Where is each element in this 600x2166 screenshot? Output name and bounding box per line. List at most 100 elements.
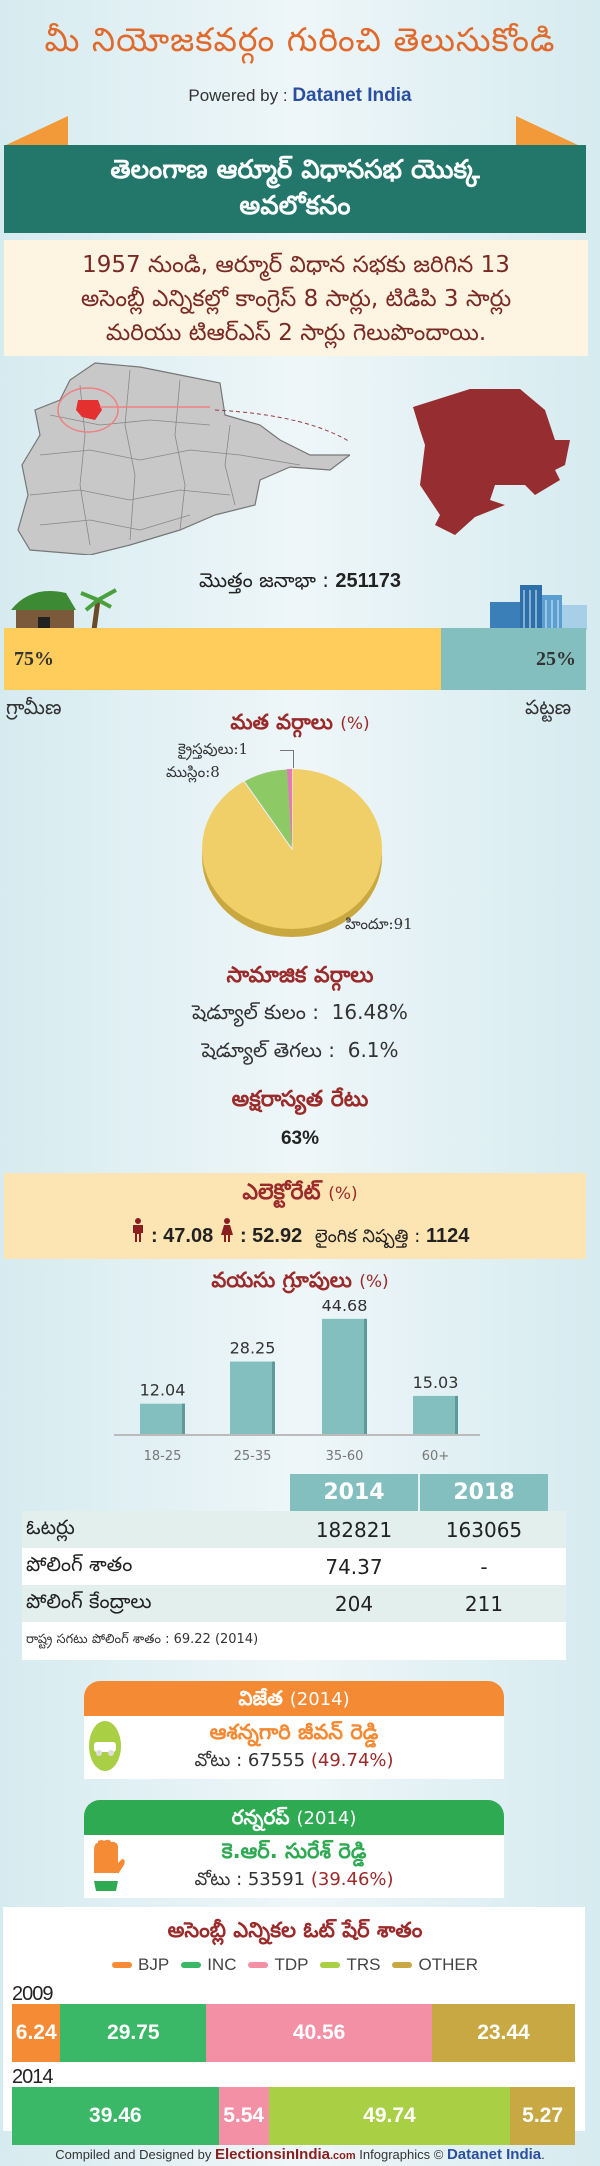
- runner-up-year: (2014): [296, 1808, 357, 1829]
- sex-ratio-label: లైంగిక నిష్పత్తి :: [314, 1226, 426, 1247]
- winner-title: విజేత: [238, 1686, 283, 1710]
- winner-votes-pct: (49.74%): [310, 1750, 394, 1771]
- age-bar-category: 25-35: [234, 1449, 272, 1460]
- rural-segment: 75%: [4, 628, 441, 690]
- rural-hut-icon: [11, 588, 117, 630]
- segment-other-2009: 23.44: [431, 2004, 575, 2062]
- age-groups-title: వయసు గ్రూపులు (%): [0, 1268, 600, 1298]
- age-groups-title-unit: (%): [359, 1272, 389, 1292]
- ribbon-right-decoration: [516, 116, 580, 146]
- social-title: సామాజిక వర్గాలు: [226, 963, 374, 988]
- segment-tdp-2014: 5.54: [218, 2087, 269, 2145]
- age-bar: [230, 1361, 275, 1435]
- winner-votes-label: వోటు :: [194, 1750, 248, 1771]
- sex-ratio-value: 1124: [426, 1225, 470, 1247]
- religion-title-text: మత వర్గాలు: [230, 710, 333, 734]
- row-value-2018: -: [480, 1554, 488, 1579]
- literacy-title: అక్షరాస్యత రేటు: [231, 1087, 369, 1112]
- male-icon: [132, 1218, 143, 1242]
- ribbon-left-decoration: [4, 116, 68, 146]
- row-value-2014: 182821: [315, 1517, 393, 1542]
- winner-card: విజేత (2014) ఆశన్నగారి జీవన్ రెడ్డి వోటు…: [84, 1681, 504, 1779]
- muslim-label: ముస్లిం:8: [166, 763, 220, 781]
- population-split-bar: 75% 25%: [4, 628, 586, 690]
- segment-inc-2014: 39.46: [12, 2087, 219, 2145]
- footer-middle: Infographics ©: [355, 2147, 447, 2162]
- urban-building-icon: [490, 585, 587, 630]
- intro-line-1: 1957 నుండి, ఆర్మూర్ విధాన సభకు జరిగిన 13: [82, 252, 510, 278]
- footer-eii-com: .com: [330, 2150, 356, 2162]
- religion-title: మత వర్గాలు (%): [0, 710, 600, 740]
- sc-value: 16.48%: [331, 1000, 408, 1024]
- age-bar: [413, 1395, 458, 1435]
- constituency-banner: తెలంగాణ ఆర్మూర్ విధానసభ యొక్క అవలోకనం: [4, 145, 586, 233]
- electorate-title-unit: (%): [328, 1184, 358, 1204]
- legend-label: TRS: [346, 1955, 381, 1974]
- row-value-2014: 74.37: [325, 1554, 383, 1579]
- year-label-2009: 2009: [12, 1983, 53, 2005]
- runner-up-votes-value: 53591: [247, 1869, 306, 1890]
- age-bar-value: 44.68: [322, 1300, 368, 1315]
- total-population-label: మొత్తం జనాభా :: [198, 568, 336, 592]
- runner-up-votes-pct: (39.46%): [310, 1869, 394, 1890]
- winner-card-header: విజేత (2014): [84, 1681, 504, 1716]
- winner-votes-value: 67555: [247, 1750, 306, 1771]
- christian-label: క్రైస్తవులు:1: [178, 740, 249, 758]
- segment-bjp-2009: 6.24: [12, 2004, 61, 2062]
- runner-up-card-body: కె.ఆర్. సురేశ్ రెడ్డి వోటు : 53591 (39.4…: [84, 1835, 504, 1898]
- table-header-row: 2014 2018: [22, 1474, 566, 1511]
- row-label: పోలింగ్ శాతం: [26, 1552, 133, 1576]
- segment-inc-2009: 29.75: [60, 2004, 207, 2062]
- trs-car-symbol-icon: [89, 1721, 121, 1771]
- age-groups-bar-chart: 12.04 18-25 28.25 25-35 44.68 35-60 15.03 60+: [114, 1300, 480, 1460]
- female-icon: [220, 1218, 233, 1242]
- age-bar-value: 12.04: [140, 1381, 186, 1400]
- legend-label: INC: [207, 1955, 237, 1974]
- st-value: 6.1%: [347, 1038, 399, 1062]
- runner-up-name: కె.ఆర్. సురేశ్ రెడ్డి: [221, 1839, 367, 1863]
- inc-hand-symbol-icon: [94, 1839, 125, 1891]
- row-label: పోలింగ్ కేంద్రాలు: [26, 1589, 152, 1613]
- runner-up-title: రన్నరప్: [231, 1805, 290, 1829]
- table-header-2018: 2018: [420, 1474, 548, 1511]
- electorate-title: ఎలెక్టోరేట్ (%): [0, 1180, 600, 1210]
- intro-line-3: మరియు టిఆర్ఎస్ 2 సార్లు గెలుపొందాయి.: [105, 320, 487, 346]
- table-row: ఓటర్లు 182821 163065: [22, 1511, 566, 1548]
- vote-share-bar-2009: 6.24 29.75 40.56 23.44: [12, 2004, 575, 2062]
- legend-item-other: OTHER: [392, 1955, 478, 1975]
- footer-prefix: Compiled and Designed by: [55, 2147, 215, 2162]
- runner-up-votes-label: వోటు :: [194, 1869, 248, 1890]
- st-label: షెడ్యూల్ తెగలు :: [201, 1038, 335, 1062]
- electorate-box: [4, 1173, 586, 1259]
- winner-votes: వోటు : 67555 (49.74%): [84, 1750, 504, 1775]
- electorate-title-text: ఎలెక్టోరేట్: [242, 1180, 321, 1205]
- row-value-2014: 204: [334, 1591, 374, 1616]
- vote-share-bar-2014: 39.46 5.54 49.74 5.27: [12, 2087, 575, 2145]
- table-row: పోలింగ్ కేంద్రాలు 204 211: [22, 1585, 566, 1622]
- legend-label: BJP: [138, 1955, 170, 1974]
- legend-label: TDP: [274, 1955, 309, 1974]
- legend-item-tdp: TDP: [248, 1955, 308, 1975]
- winner-year: (2014): [289, 1689, 350, 1710]
- segment-trs-2014: 49.74: [268, 2087, 511, 2145]
- age-bar-category: 35-60: [326, 1449, 364, 1460]
- age-bar-value: 28.25: [230, 1339, 276, 1358]
- runner-up-card-header: రన్నరప్ (2014): [84, 1800, 504, 1835]
- christian-leader-line: [280, 750, 294, 768]
- voters-table: 2014 2018 ఓటర్లు 182821 163065 పోలింగ్ శ…: [22, 1474, 566, 1660]
- religion-pie-chart: [202, 768, 382, 937]
- footer-suffix: .: [541, 2147, 545, 2162]
- state-average-note: రాష్ట్ర సగటు పోలింగ్ శాతం : 69.22 (2014): [22, 1622, 566, 1660]
- legend-item-bjp: BJP: [112, 1955, 169, 1975]
- age-bar-category: 60+: [422, 1449, 449, 1460]
- age-bar: [322, 1318, 367, 1435]
- legend-label: OTHER: [418, 1955, 478, 1974]
- winner-card-body: ఆశన్నగారి జీవన్ రెడ్డి వోటు : 67555 (49.…: [84, 1716, 504, 1779]
- runner-up-votes: వోటు : 53591 (39.46%): [84, 1869, 504, 1894]
- banner-line-2: అవలోకనం: [239, 191, 351, 221]
- female-pct: : 52.92: [239, 1225, 303, 1247]
- sc-label: షెడ్యూల్ కులం :: [192, 1000, 319, 1024]
- rural-label: గ్రామీణ: [6, 695, 62, 719]
- age-groups-title-text: వయసు గ్రూపులు: [211, 1268, 352, 1292]
- sc-row: షెడ్యూల్ కులం : 16.48%: [0, 1000, 600, 1029]
